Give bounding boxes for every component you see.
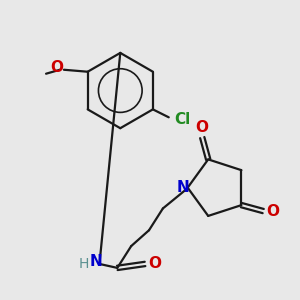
Text: O: O xyxy=(267,204,280,219)
Text: N: N xyxy=(89,254,102,269)
Text: O: O xyxy=(196,120,209,135)
Text: O: O xyxy=(148,256,161,272)
Text: H: H xyxy=(78,257,89,271)
Text: N: N xyxy=(176,180,189,195)
Text: O: O xyxy=(50,60,64,75)
Text: Cl: Cl xyxy=(175,112,191,127)
